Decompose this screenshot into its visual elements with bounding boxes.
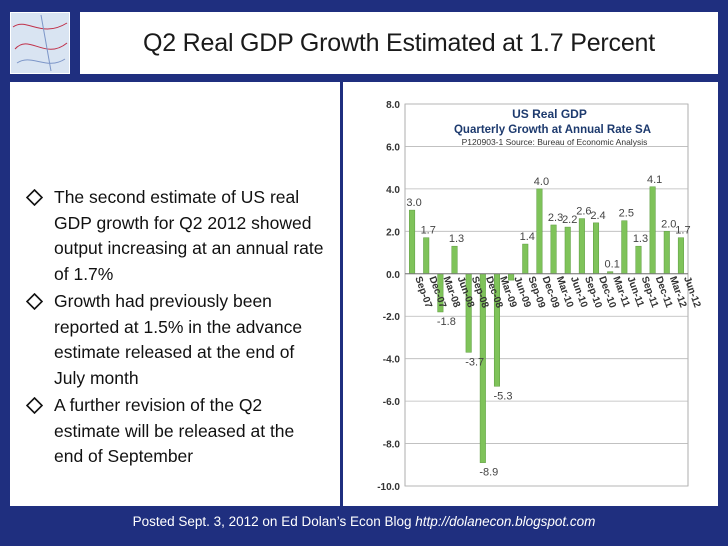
- data-label: 1.3: [633, 233, 648, 245]
- bullet-item: The second estimate of US real GDP growt…: [10, 185, 336, 287]
- title-bar: Q2 Real GDP Growth Estimated at 1.7 Perc…: [80, 12, 718, 74]
- bullet-text: Growth had previously been reported at 1…: [54, 291, 303, 388]
- gdp-bar-chart: 8.06.04.02.00.0-2.0-4.0-6.0-8.0-10.0Sep-…: [377, 100, 702, 493]
- bullet-item: A further revision of the Q2 estimate wi…: [10, 393, 336, 470]
- y-tick-label: -8.0: [383, 440, 401, 451]
- bar: [621, 220, 628, 275]
- plot-area: [404, 103, 689, 487]
- data-label: 2.6: [576, 206, 591, 218]
- bar: [663, 231, 670, 275]
- footer-link[interactable]: http://dolanecon.blogspot.com: [415, 514, 596, 529]
- footer-text: Posted Sept. 3, 2012 on Ed Dolan’s Econ …: [132, 514, 412, 529]
- y-tick-label: -2.0: [383, 312, 401, 323]
- diamond-bullet-icon: [26, 397, 43, 414]
- y-tick-label: -10.0: [377, 482, 400, 493]
- bar: [677, 237, 684, 275]
- diamond-bullet-icon: [26, 189, 43, 206]
- chart-panel: 8.0 6.0 4.0 2.0 0.0 -2.0 -4.0 -6.0 -8.0 -10.0 Sep-…: [343, 82, 718, 506]
- bullet-list: The second estimate of US real GDP growt…: [10, 185, 336, 472]
- bar: [578, 218, 585, 275]
- chart-title: US Real GDP: [512, 107, 587, 121]
- y-tick-label: 2.0: [386, 227, 400, 238]
- data-label: 4.0: [534, 176, 549, 188]
- y-tick-label: 0.0: [386, 270, 400, 281]
- text-panel: The second estimate of US real GDP growt…: [10, 82, 340, 506]
- chart-subtitle: Quarterly Growth at Annual Rate SA: [454, 124, 651, 136]
- y-tick-label: 6.0: [386, 142, 400, 153]
- bar: [550, 224, 557, 275]
- chart-source: P120903-1 Source: Bureau of Economic Ana…: [462, 137, 648, 147]
- data-label: 1.7: [421, 225, 436, 237]
- bullet-text: The second estimate of US real GDP growt…: [54, 187, 324, 284]
- bar: [593, 222, 600, 275]
- slide-title: Q2 Real GDP Growth Estimated at 1.7 Perc…: [142, 28, 655, 57]
- diamond-bullet-icon: [26, 293, 43, 310]
- bar: [522, 243, 529, 275]
- data-label: 2.5: [619, 208, 634, 220]
- bar: [564, 226, 571, 275]
- y-tick-label: -6.0: [383, 397, 401, 408]
- data-label: 1.4: [520, 231, 535, 243]
- bar: [536, 188, 543, 275]
- data-label: -5.3: [493, 390, 512, 402]
- y-tick-label: -4.0: [383, 355, 401, 366]
- bar: [423, 237, 430, 275]
- data-label: -8.9: [479, 467, 498, 479]
- data-label: -3.7: [465, 356, 484, 368]
- data-label: 1.3: [449, 233, 464, 245]
- data-label: 2.2: [562, 214, 577, 226]
- data-label: 2.0: [661, 218, 676, 230]
- bar: [649, 186, 656, 275]
- bar: [635, 245, 642, 275]
- wave-lines-icon: [12, 14, 68, 72]
- bullet-item: Growth had previously been reported at 1…: [10, 289, 336, 391]
- decorative-thumbnail: [10, 12, 70, 74]
- bar: [451, 245, 458, 275]
- data-label: 1.7: [675, 225, 690, 237]
- y-tick-label: 8.0: [386, 100, 400, 111]
- bar: [409, 209, 416, 275]
- data-label: 3.0: [406, 197, 421, 209]
- data-label: 2.3: [548, 212, 563, 224]
- footer: Posted Sept. 3, 2012 on Ed Dolan’s Econ …: [0, 514, 728, 529]
- bullet-text: A further revision of the Q2 estimate wi…: [54, 395, 295, 466]
- y-tick-label: 4.0: [386, 185, 400, 196]
- data-label: 4.1: [647, 174, 662, 186]
- data-label: 2.4: [590, 210, 605, 222]
- data-label: -1.8: [437, 316, 456, 328]
- data-label: 0.1: [605, 259, 620, 271]
